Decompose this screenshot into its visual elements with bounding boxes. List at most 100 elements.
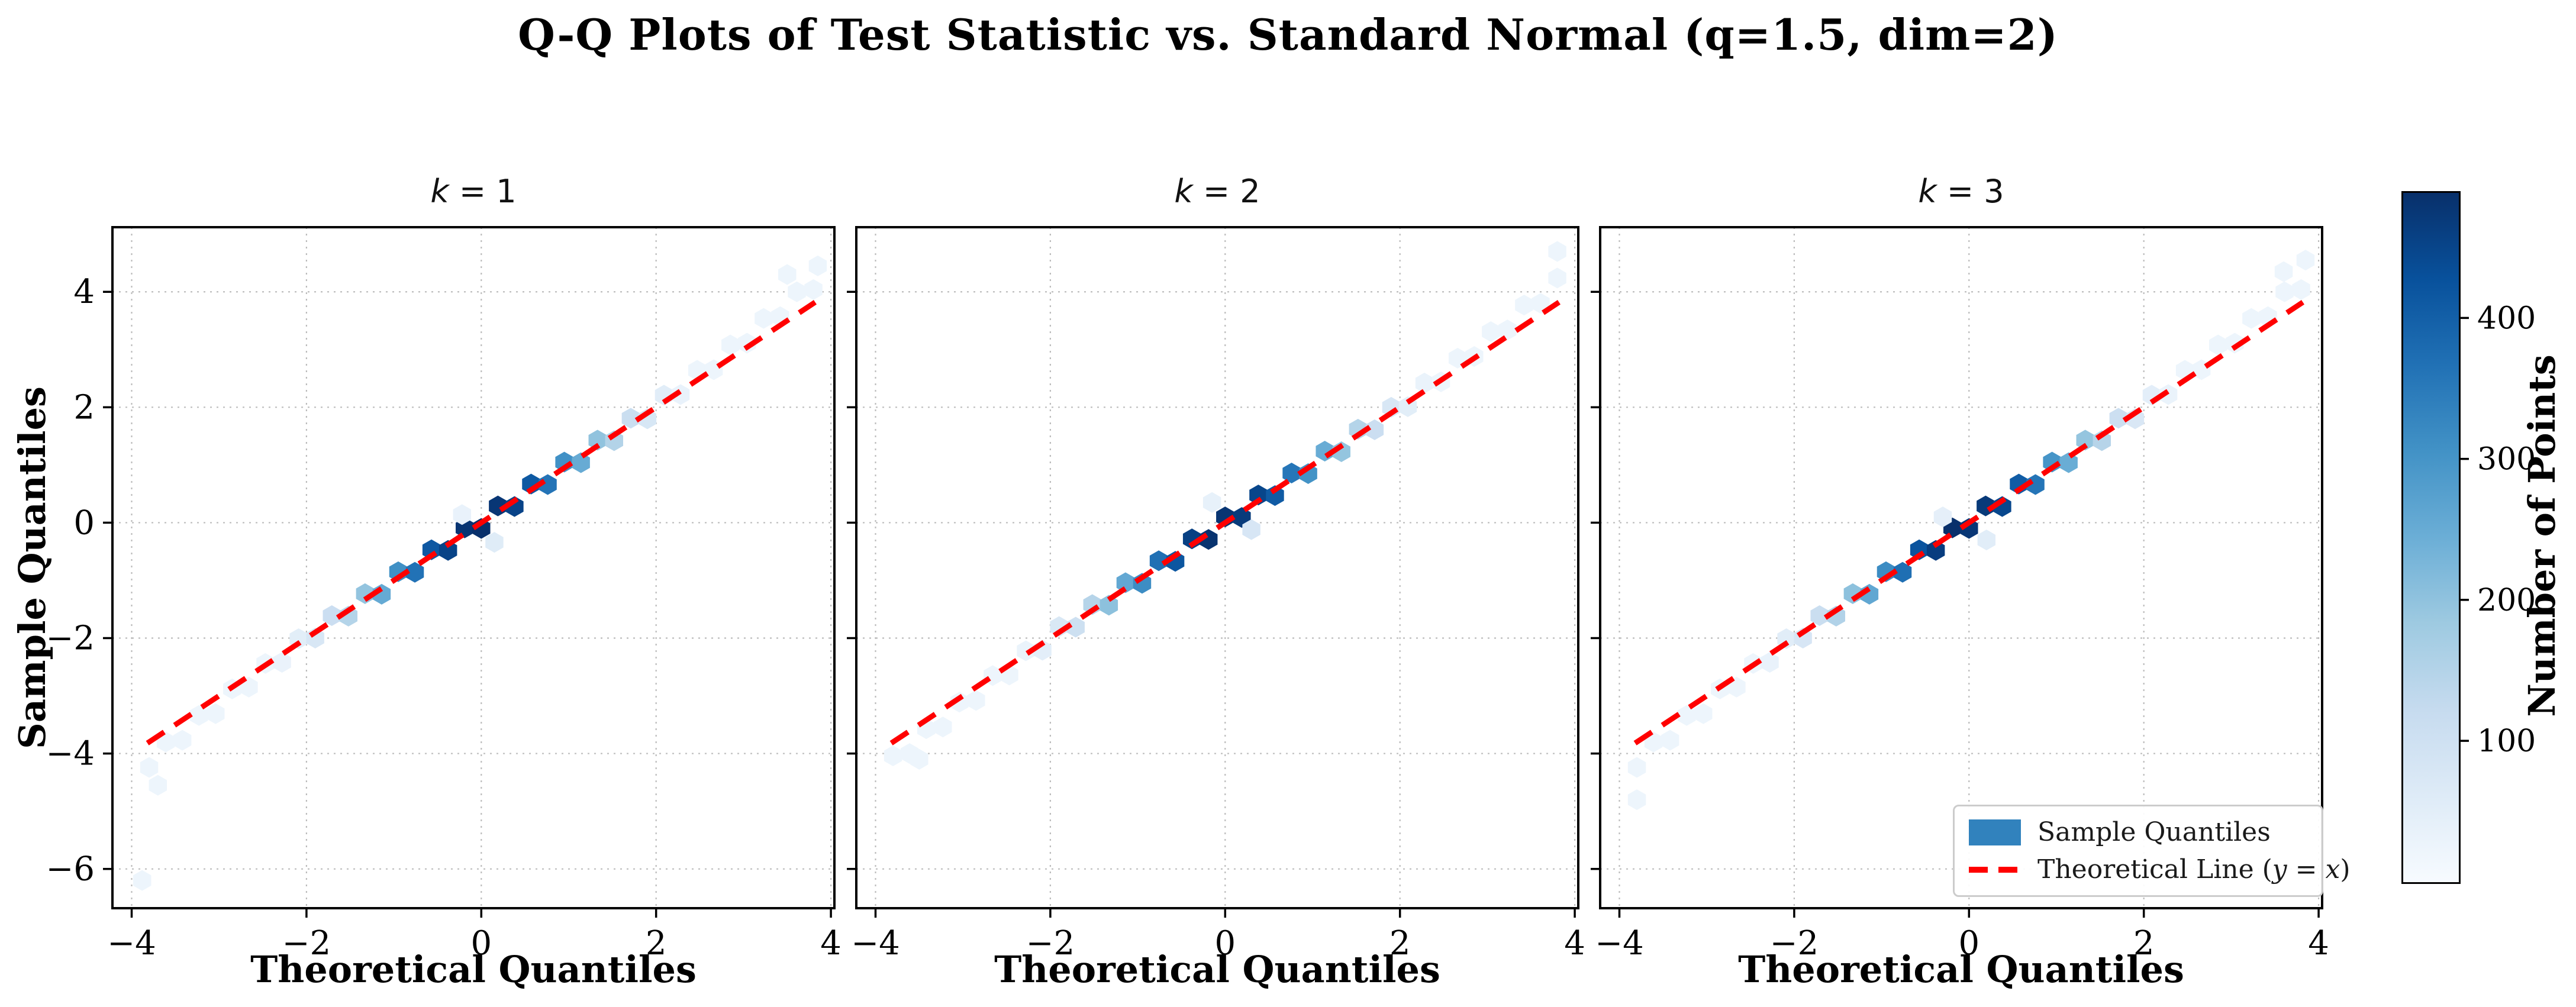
axes-spines [1599,226,2323,909]
x-tick-label: −4 [851,924,900,963]
legend-item-theoretical-line: Theoretical Line (y = x) [1969,854,2350,885]
tick-marks [1591,291,2320,918]
theoretical-line [889,300,1561,745]
y-axis-label: Sample Quantiles [10,386,54,749]
hexbin-point [439,540,457,561]
hexbin-point [1100,595,1118,616]
y-tick-label: −4 [46,735,95,773]
x-tick-label: −2 [282,924,331,963]
x-tick-label: 0 [470,924,492,963]
hexbin-point [2159,384,2178,405]
hexbin-point [273,651,291,673]
tick-marks [103,291,832,918]
legend-label: Sample Quantiles [2037,817,2271,847]
subplot-k2: −4 −2 0 2 4 [847,226,1585,963]
hexbin-point [788,281,806,302]
hexbin-point [950,692,969,713]
x-tick-label: −2 [1026,924,1075,963]
axes-spines [855,226,1579,909]
hexbin-point [933,716,952,738]
hexbin-point [173,730,192,751]
hexbin-point [1627,757,1646,778]
figure-title: Q-Q Plots of Test Statistic vs. Standard… [518,9,2058,60]
hexbin-point [1116,572,1135,593]
y-tick-label: −2 [46,619,95,658]
hexbin-point [738,333,756,354]
hexbin-point [1249,485,1268,506]
hexbin-point [2209,334,2227,356]
hexbin-point [621,408,640,429]
hexbin-point [207,703,225,724]
hexbin-point [405,561,424,583]
x-tick-label: 0 [1958,924,1979,963]
legend: Sample Quantiles Theoretical Line (y = x… [1953,805,2350,897]
y-axis-label-wrap: Sample Quantiles [4,227,60,908]
x-tick-label: −4 [1595,924,1644,963]
hexbin-point [2226,333,2244,354]
hexbin-point [1498,319,1517,341]
hexbin-point [755,308,773,329]
hexbin-point [884,745,902,766]
x-tick-label: −4 [107,924,156,963]
x-axis-label: Theoretical Quantiles [994,948,1440,991]
x-tick-label: 2 [1389,924,1411,963]
x-tick-label: 2 [646,924,667,963]
hexbin-point [967,690,985,711]
tick-marks [847,291,1576,918]
hexbin-point [1548,267,1566,289]
hexbin-point [2109,408,2128,429]
hexbin-point [453,504,472,525]
y-tick-label: 0 [73,504,95,542]
hexbin-point [2296,250,2315,271]
hexbin-points [133,255,827,891]
hexbin-point [1977,530,1996,551]
x-tick-label: 2 [2133,924,2155,963]
theoretical-line [146,300,817,745]
hexbin-point [1282,463,1301,484]
hexbin-point [2242,308,2261,329]
subplot-k3: −4 −2 0 2 4 [1591,226,2329,963]
hexbin-point [2292,279,2310,300]
x-tick-label: 0 [1214,924,1236,963]
hexbin-point [1627,789,1646,811]
gridlines [1600,227,2322,908]
hexbin-point [133,870,151,891]
x-axis-label: Theoretical Quantiles [250,948,697,991]
hexbin-point [1242,519,1260,540]
colorbar-tick-label: 400 [2477,301,2536,336]
hexbin-point [2076,430,2094,451]
hexbin-point [485,532,504,553]
x-axis-label: Theoretical Quantiles [1738,948,2184,991]
hexbin-point [1810,605,1829,626]
hexbin-point [910,748,928,770]
hexbin-point [1066,617,1085,638]
legend-item-sample-quantiles: Sample Quantiles [1969,817,2307,847]
plot-area [884,241,1566,770]
axes-spines [111,226,836,909]
hexbin-point [149,774,167,796]
subplot-k1: −4 −2 0 2 4 4 2 0 −2 −4 −6 [46,226,842,963]
hexbin-point [1933,506,1952,528]
colorbar-label: Number of Points [2520,354,2564,717]
x-tick-label: 4 [1564,924,1585,963]
x-tick-label: 4 [2308,924,2329,963]
y-tick-label: 2 [73,388,95,427]
legend-label: Theoretical Line (y = x) [2037,854,2351,885]
hexbin-point [189,705,208,726]
hexbin-point [778,264,797,285]
hexbin-point [1893,561,1912,583]
hexbin-point [1661,730,1679,751]
colorbar [2401,191,2461,884]
legend-patch-swatch [1969,819,2021,845]
hexbin-point [808,255,827,276]
hexbin-point [588,430,607,451]
hexbin-point [1415,372,1434,393]
hexbin-points [1627,250,2315,811]
hexbin-point [2059,452,2078,473]
subplot-title-k3: k = 3 [1918,173,2004,210]
hexbin-point [1202,492,1221,513]
gridlines [856,227,1578,908]
hexbin-point [1149,550,1168,572]
hexbin-point [1694,703,1713,724]
colorbar-tick-label: 300 [2477,442,2536,477]
